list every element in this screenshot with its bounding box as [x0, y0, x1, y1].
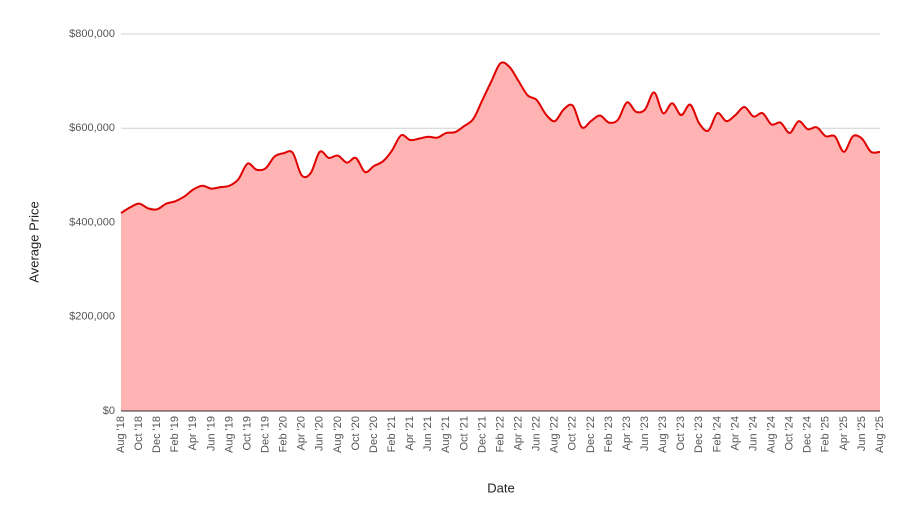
y-axis-title: Average Price	[26, 201, 41, 282]
x-tick-label: Jun '20	[314, 416, 326, 451]
y-tick-label: $600,000	[69, 122, 115, 134]
x-tick-label: Feb '20	[278, 416, 290, 452]
area-line	[120, 61, 881, 214]
x-tick-label: Apr '21	[404, 416, 416, 451]
x-tick-label: Feb '23	[603, 416, 615, 452]
x-tick-label: Feb '24	[711, 416, 723, 452]
x-tick-label: Aug '23	[657, 416, 669, 453]
x-tick-label: Dec '22	[585, 416, 597, 453]
x-tick-label: Dec '21	[476, 416, 488, 453]
x-tick-label: Jun '19	[205, 416, 217, 451]
x-tick-label: Oct '21	[458, 416, 470, 451]
x-tick-label: Apr '20	[296, 416, 308, 451]
x-tick-label: Aug '24	[765, 416, 777, 453]
x-tick-label: Dec '19	[259, 416, 271, 453]
x-tick-label: Jun '21	[422, 416, 434, 451]
x-tick-label: Oct '22	[567, 416, 579, 451]
y-tick-label: $0	[103, 405, 115, 417]
x-tick-label: Dec '20	[368, 416, 380, 453]
x-tick-label: Apr '19	[187, 416, 199, 451]
x-tick-label: Feb '21	[386, 416, 398, 452]
x-tick-label: Oct '23	[675, 416, 687, 451]
x-tick-label: Dec '24	[802, 416, 814, 453]
x-tick-label: Aug '19	[223, 416, 235, 453]
x-tick-label: Jun '24	[747, 416, 759, 451]
x-tick-label: Dec '23	[693, 416, 705, 453]
y-tick-label: $400,000	[69, 216, 115, 228]
x-tick-label: Apr '25	[838, 416, 850, 451]
x-tick-label: Aug '21	[440, 416, 452, 453]
x-tick-label: Aug '22	[549, 416, 561, 453]
x-tick-label: Oct '18	[133, 416, 145, 451]
x-axis-title: Date	[487, 480, 514, 495]
x-tick-label: Aug '18	[115, 416, 127, 453]
x-tick-label: Feb '19	[169, 416, 181, 452]
x-tick-label: Aug '25	[874, 416, 886, 453]
x-tick-label: Feb '25	[820, 416, 832, 452]
y-tick-label: $200,000	[69, 311, 115, 323]
x-tick-label: Aug '20	[332, 416, 344, 453]
x-tick-label: Dec '18	[151, 416, 163, 453]
x-tick-label: Oct '24	[784, 416, 796, 451]
x-tick-label: Jun '25	[856, 416, 868, 451]
x-tick-label: Feb '22	[494, 416, 506, 452]
x-tick-label: Jun '23	[639, 416, 651, 451]
x-tick-label: Jun '22	[531, 416, 543, 451]
area-fill	[121, 62, 880, 412]
y-tick-label: $800,000	[69, 28, 115, 40]
x-tick-label: Apr '22	[512, 416, 524, 451]
x-tick-label: Apr '23	[621, 416, 633, 451]
x-tick-label: Oct '19	[241, 416, 253, 451]
x-tick-label: Oct '20	[350, 416, 362, 451]
x-tick-label: Apr '24	[729, 416, 741, 451]
